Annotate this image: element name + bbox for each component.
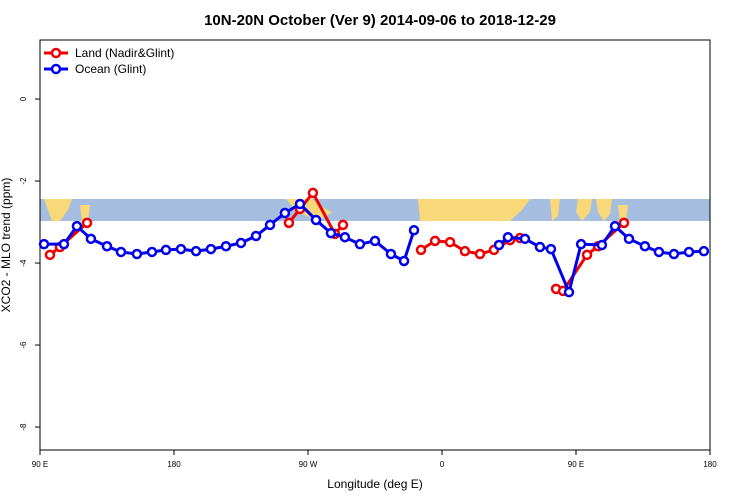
data-point: [698, 245, 710, 257]
data-point: [235, 237, 247, 249]
data-point: [294, 198, 306, 210]
land-shape: [576, 199, 592, 221]
data-point: [101, 240, 113, 252]
land-shape: [418, 199, 530, 221]
legend-marker: [50, 47, 62, 59]
data-point: [279, 207, 291, 219]
data-point: [408, 224, 420, 236]
data-point: [38, 238, 50, 250]
data-point: [115, 246, 127, 258]
data-point: [474, 248, 486, 260]
data-point: [618, 217, 630, 229]
data-point: [596, 239, 608, 251]
x-tick-label: 0: [440, 460, 445, 469]
data-point: [683, 246, 695, 258]
data-point: [339, 231, 351, 243]
data-point: [85, 233, 97, 245]
data-point: [369, 235, 381, 247]
data-point: [668, 248, 680, 260]
land-shape: [44, 199, 72, 221]
data-point: [502, 231, 514, 243]
chart-title: 10N-20N October (Ver 9) 2014-09-06 to 20…: [204, 12, 556, 29]
x-tick-label: 180: [703, 460, 717, 469]
data-point: [354, 238, 366, 250]
data-point: [429, 235, 441, 247]
legend-marker: [50, 63, 62, 75]
y-tick-label: -4: [19, 259, 28, 267]
data-point: [609, 220, 621, 232]
data-point: [205, 243, 217, 255]
x-tick-label: 180: [167, 460, 181, 469]
data-point: [250, 230, 262, 242]
y-tick-label: -2: [19, 177, 28, 185]
data-point: [160, 244, 172, 256]
data-point: [146, 246, 158, 258]
data-point: [71, 220, 83, 232]
map-strip: [40, 199, 710, 221]
data-point: [283, 217, 295, 229]
data-point: [175, 243, 187, 255]
x-tick-label: 90 E: [32, 460, 48, 469]
data-point: [545, 243, 557, 255]
data-point: [310, 214, 322, 226]
land-shape: [550, 199, 560, 221]
data-point: [444, 236, 456, 248]
data-point: [581, 249, 593, 261]
y-tick-label: -8: [19, 423, 28, 431]
data-point: [459, 245, 471, 257]
data-point: [575, 238, 587, 250]
data-point: [337, 219, 349, 231]
data-point: [264, 219, 276, 231]
data-point: [563, 286, 575, 298]
land-shape: [618, 205, 628, 221]
data-point: [307, 187, 319, 199]
data-point: [639, 240, 651, 252]
data-point: [190, 245, 202, 257]
data-point: [325, 227, 337, 239]
ocean-strip: [40, 199, 710, 221]
legend-label: Ocean (Glint): [75, 62, 146, 76]
data-point: [398, 255, 410, 267]
x-tick-label: 90 W: [299, 460, 318, 469]
data-point: [623, 233, 635, 245]
data-point: [44, 249, 56, 261]
land-shape: [596, 199, 612, 221]
data-point: [131, 248, 143, 260]
x-tick-label: 90 E: [568, 460, 584, 469]
data-point: [493, 239, 505, 251]
y-axis-label: XCO2 - MLO trend (ppm): [0, 178, 13, 313]
y-tick-label: -6: [19, 341, 28, 349]
data-point: [653, 246, 665, 258]
data-point: [81, 217, 93, 229]
data-point: [519, 233, 531, 245]
y-tick-label: 0: [19, 96, 28, 101]
legend-label: Land (Nadir&Glint): [75, 46, 174, 60]
data-point: [220, 240, 232, 252]
land-shape: [80, 205, 90, 221]
data-point: [415, 244, 427, 256]
data-point: [385, 248, 397, 260]
data-point: [58, 238, 70, 250]
data-point: [534, 241, 546, 253]
x-axis-label: Longitude (deg E): [327, 477, 422, 491]
